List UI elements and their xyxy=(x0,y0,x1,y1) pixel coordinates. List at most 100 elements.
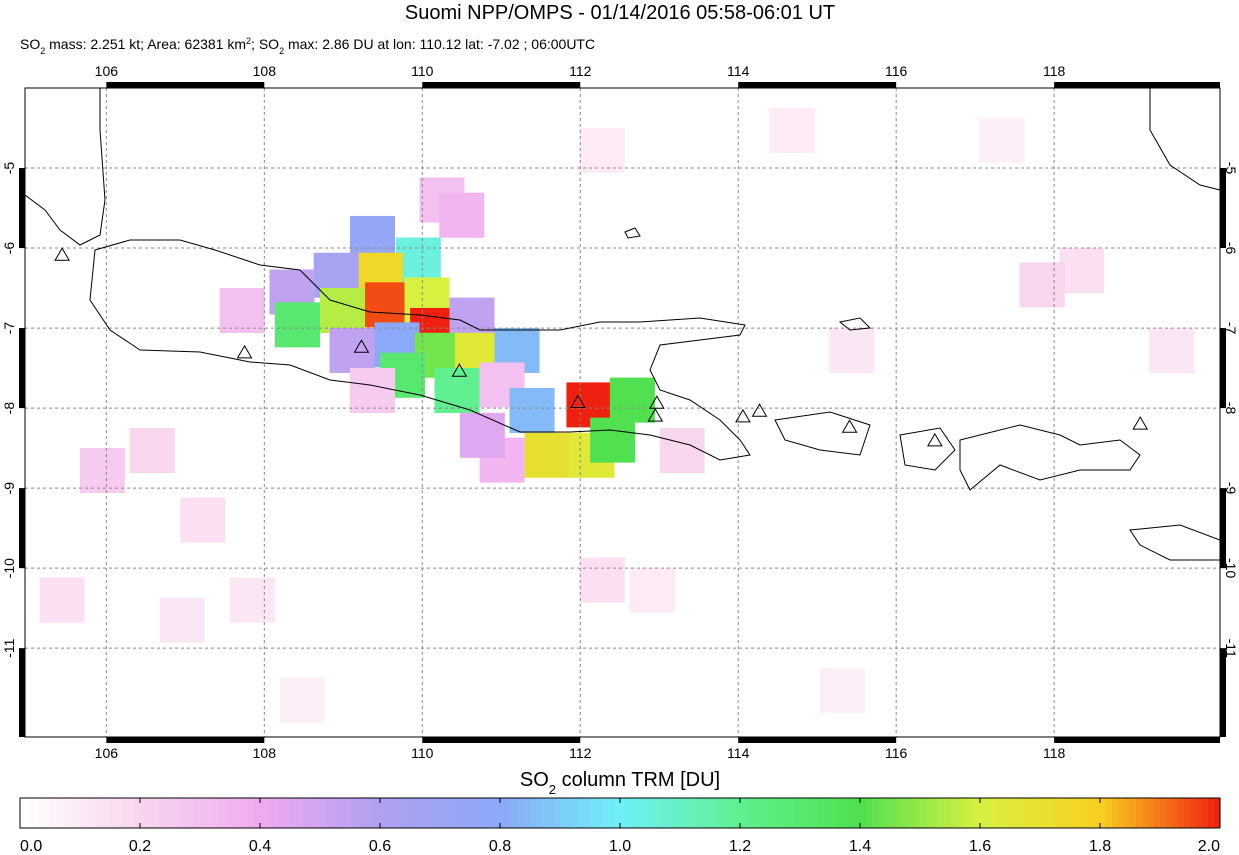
x-tick-label: 110 xyxy=(411,63,434,79)
frame-bar xyxy=(1054,737,1220,743)
colorbar-step xyxy=(350,798,357,828)
colorbar-title-part: SO xyxy=(520,769,549,791)
colorbar-step xyxy=(74,798,81,828)
colorbar-step xyxy=(944,798,951,828)
colorbar-tick-label: 0.0 xyxy=(20,838,42,855)
colorbar-step xyxy=(1172,798,1179,828)
colorbar-step xyxy=(242,798,249,828)
colorbar-step xyxy=(908,798,915,828)
frame-bar xyxy=(19,168,25,249)
frame-bar xyxy=(106,82,265,88)
so2-pixel xyxy=(274,302,320,348)
so2-pixel xyxy=(459,412,505,458)
x-tick-label: 114 xyxy=(727,745,750,761)
colorbar-step xyxy=(1160,798,1167,828)
coastlines xyxy=(25,88,1220,561)
colorbar-step xyxy=(596,798,603,828)
so2-pixel xyxy=(320,287,366,333)
colorbar-step xyxy=(1016,798,1023,828)
colorbar-step xyxy=(158,798,165,828)
subtitle-part: mass: 2.251 kt; Area: 62381 km xyxy=(45,36,246,52)
y-tick-label: -9 xyxy=(1,482,17,495)
colorbar-step xyxy=(62,798,69,828)
volcanoes xyxy=(54,247,1149,447)
so2-pixel xyxy=(1059,247,1105,293)
colorbar-step xyxy=(1142,798,1149,828)
so2-pixel xyxy=(829,327,875,373)
colorbar-step xyxy=(794,798,801,828)
subtitle-part: SO xyxy=(20,36,40,52)
colorbar-step xyxy=(1040,798,1047,828)
colorbar-step xyxy=(146,798,153,828)
colorbar-step xyxy=(1022,798,1029,828)
coastline xyxy=(1129,524,1220,561)
colorbar-step xyxy=(674,798,681,828)
colorbar-step xyxy=(206,798,213,828)
colorbar-step xyxy=(1184,798,1191,828)
x-tick-label: 108 xyxy=(253,63,277,79)
colorbar-step xyxy=(368,798,375,828)
colorbar-step xyxy=(1052,798,1059,828)
colorbar-tick-label: 1.8 xyxy=(1089,838,1111,855)
x-tick-label: 106 xyxy=(95,63,119,79)
colorbar-step xyxy=(482,798,489,828)
colorbar-step xyxy=(644,798,651,828)
frame-bar xyxy=(1220,648,1226,737)
colorbar-step xyxy=(614,798,621,828)
colorbar-step xyxy=(728,798,735,828)
colorbar-step xyxy=(134,798,141,828)
colorbar-step xyxy=(188,798,195,828)
volcano xyxy=(648,395,665,409)
colorbar-step xyxy=(626,798,633,828)
colorbar-title-part: column TRM [DU] xyxy=(556,769,720,791)
colorbar-step xyxy=(842,798,849,828)
colorbar-step xyxy=(914,798,921,828)
colorbar-step xyxy=(1178,798,1185,828)
colorbar-step xyxy=(788,798,795,828)
colorbar-step xyxy=(362,798,369,828)
colorbar-step xyxy=(1028,798,1035,828)
so2-pixel xyxy=(1149,327,1195,373)
x-tick-label: 118 xyxy=(1043,745,1066,761)
map-title: Suomi NPP/OMPS - 01/14/2016 05:58-06:01 … xyxy=(405,2,835,24)
colorbar-step xyxy=(308,798,315,828)
colorbar-step xyxy=(1106,798,1113,828)
so2-pixel xyxy=(180,497,226,543)
colorbar-tick-label: 0.6 xyxy=(369,838,391,855)
colorbar-step xyxy=(1064,798,1071,828)
colorbar-step xyxy=(428,798,435,828)
colorbar-tick-label: 0.4 xyxy=(249,838,271,855)
colorbar-step xyxy=(1196,798,1203,828)
colorbar-step xyxy=(446,798,453,828)
so2-pixel xyxy=(129,428,175,474)
colorbar-step xyxy=(500,798,507,828)
volcano xyxy=(570,394,586,408)
colorbar-step xyxy=(740,798,747,828)
colorbar-step xyxy=(122,798,129,828)
colorbar-step xyxy=(422,798,429,828)
colorbar-step xyxy=(458,798,465,828)
colorbar-step xyxy=(248,798,255,828)
colorbar-step xyxy=(224,798,231,828)
colorbar-step xyxy=(290,798,297,828)
colorbar-step xyxy=(752,798,759,828)
y-tick-label: -7 xyxy=(1,322,17,335)
colorbar-step xyxy=(770,798,777,828)
colorbar-step xyxy=(650,798,657,828)
y-tick-label: -7 xyxy=(1223,322,1239,335)
frame-bar xyxy=(738,82,897,88)
so2-pixel xyxy=(629,568,675,614)
colorbar-step xyxy=(392,798,399,828)
colorbar-step xyxy=(572,798,579,828)
colorbar-step xyxy=(620,798,627,828)
volcano xyxy=(751,403,768,417)
colorbar-step xyxy=(554,798,561,828)
colorbar-title-part: 2 xyxy=(549,782,556,797)
colorbar-step xyxy=(638,798,645,828)
colorbar-step xyxy=(464,798,471,828)
subtitle-part: 2 xyxy=(246,36,251,46)
volcano xyxy=(236,344,253,359)
colorbar-step xyxy=(746,798,753,828)
colorbar-step xyxy=(998,798,1005,828)
colorbar-step xyxy=(32,798,39,828)
